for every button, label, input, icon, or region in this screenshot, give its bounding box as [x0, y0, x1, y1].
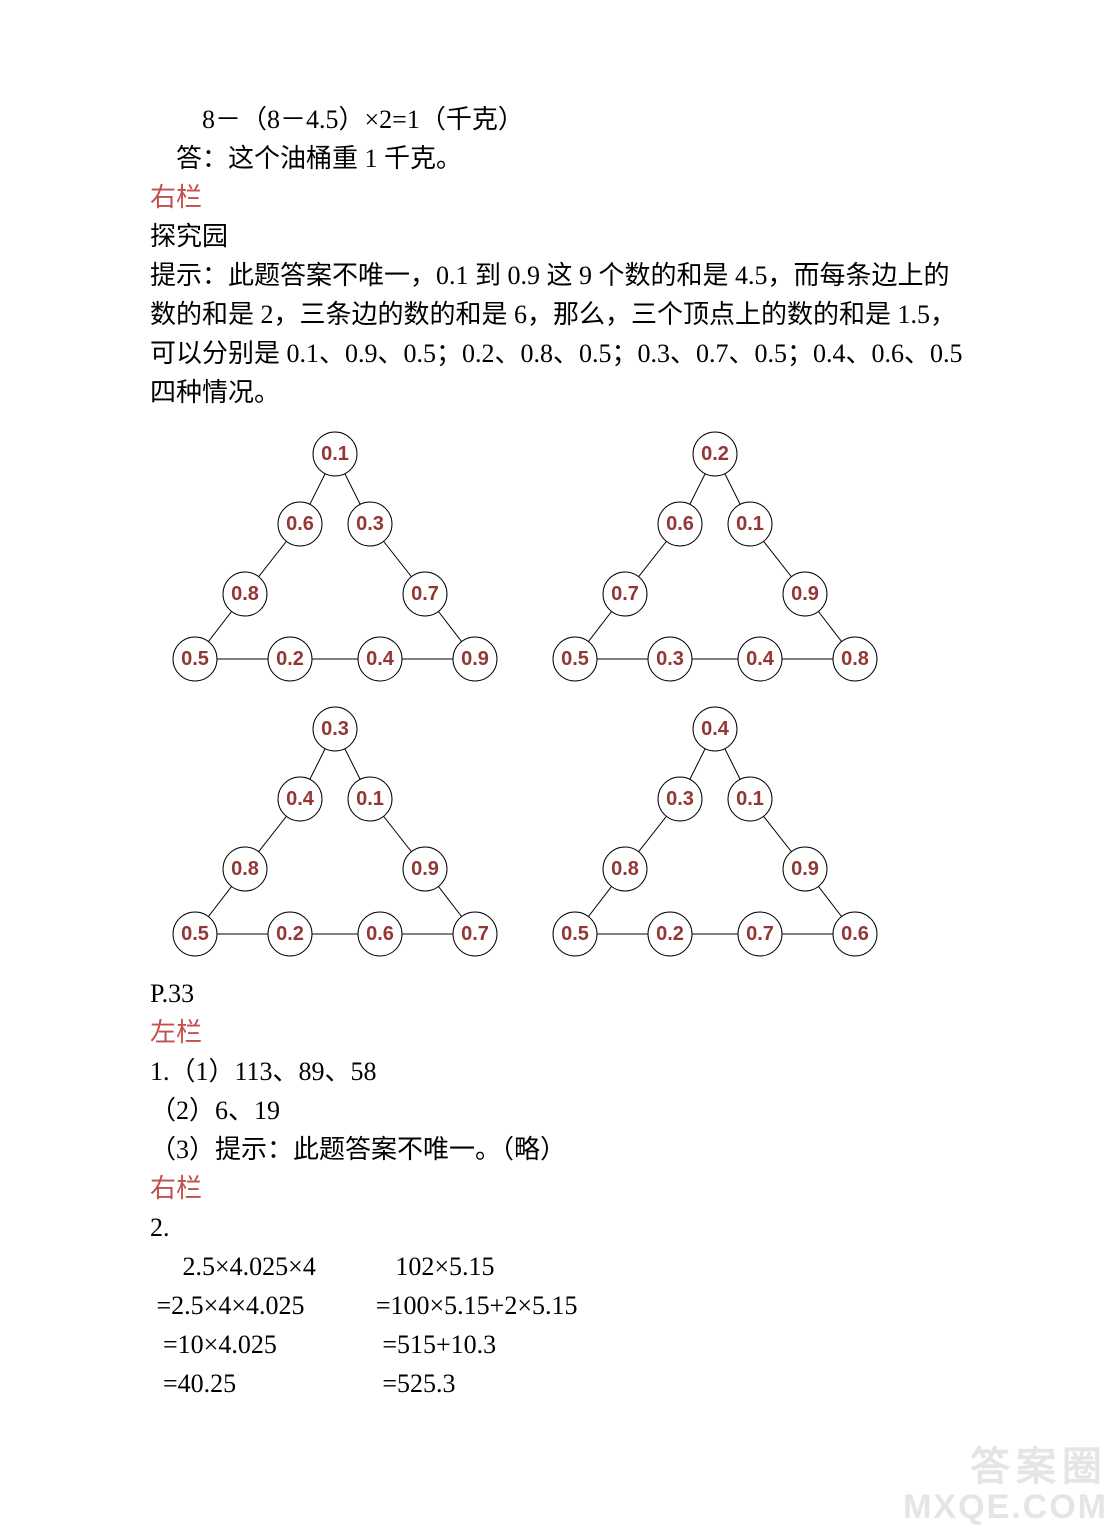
triangle-node-label: 0.8: [231, 583, 259, 605]
triangle-node-label: 0.7: [411, 583, 439, 605]
calc-col-1: 2.5×4.025×4 =2.5×4×4.025 =10×4.025 =40.2…: [150, 1247, 316, 1403]
page-ref: P.33: [150, 974, 968, 1013]
triangle-node-label: 0.6: [841, 923, 869, 945]
hint-paragraph: 提示：此题答案不唯一，0.1 到 0.9 这 9 个数的和是 4.5，而每条边上…: [150, 256, 968, 412]
triangle-node-label: 0.5: [561, 923, 589, 945]
page: 8－（8－4.5）×2=1（千克） 答：这个油桶重 1 千克。 右栏 探究园 提…: [0, 0, 1118, 1536]
triangle-node-label: 0.9: [461, 648, 489, 670]
triangle-node-label: 0.3: [356, 513, 384, 535]
triangle-node-label: 0.5: [181, 648, 209, 670]
c1r4: =40.25: [150, 1364, 316, 1403]
triangle-node-label: 0.2: [276, 648, 304, 670]
triangle-node-label: 0.9: [791, 583, 819, 605]
c2r2: =100×5.15+2×5.15: [376, 1286, 578, 1325]
triangle-node-label: 0.9: [411, 858, 439, 880]
triangle-node-label: 0.5: [181, 923, 209, 945]
calc-line: 8－（8－4.5）×2=1（千克）: [150, 100, 968, 139]
triangle-node-label: 0.3: [656, 648, 684, 670]
triangle-node-label: 0.6: [366, 923, 394, 945]
q1-3: （3）提示：此题答案不唯一。（略）: [150, 1130, 968, 1169]
q2-label: 2.: [150, 1208, 968, 1247]
section-you-lan2: 右栏: [150, 1169, 968, 1208]
triangle-node-label: 0.9: [791, 858, 819, 880]
c1r2: =2.5×4×4.025: [150, 1286, 316, 1325]
triangle-diagram-2: 0.2 0.6 0.1 0.7 0.9 0.5 0.3 0.4 0.8: [530, 424, 900, 689]
triangle-node-label: 0.2: [701, 443, 729, 465]
watermark: 答案圈 MXQE.COM: [903, 1445, 1108, 1526]
triangle-node-label: 0.5: [561, 648, 589, 670]
triangle-diagram-1: 0.1 0.6 0.3 0.8 0.7 0.5 0.2 0.4 0.9: [150, 424, 520, 689]
triangle-node-label: 0.8: [841, 648, 869, 670]
c2r3: =515+10.3: [376, 1325, 578, 1364]
triangle-node-label: 0.7: [611, 583, 639, 605]
triangle-node-label: 0.1: [736, 788, 764, 810]
answer-line: 答：这个油桶重 1 千克。: [150, 139, 968, 178]
triangle-node-label: 0.4: [366, 648, 395, 670]
triangle-node-label: 0.1: [356, 788, 384, 810]
c1r3: =10×4.025: [150, 1325, 316, 1364]
section-you-lan: 右栏: [150, 178, 968, 217]
c1r1: 2.5×4.025×4: [150, 1247, 316, 1286]
explore-title: 探究园: [150, 217, 968, 256]
triangle-node-label: 0.3: [666, 788, 694, 810]
q1-2: （2）6、19: [150, 1091, 968, 1130]
triangle-node-label: 0.7: [461, 923, 489, 945]
c2r1: 102×5.15: [376, 1247, 578, 1286]
triangle-diagrams: 0.10.60.30.80.70.50.20.40.90.20.60.10.70…: [150, 424, 968, 964]
triangle-diagram-4: 0.4 0.3 0.1 0.8 0.9 0.5 0.2 0.7 0.6: [530, 699, 900, 964]
triangle-node-label: 0.6: [666, 513, 694, 535]
triangle-node-label: 0.6: [286, 513, 314, 535]
triangle-diagram-3: 0.3 0.4 0.1 0.8 0.9 0.5 0.2 0.6 0.7: [150, 699, 520, 964]
triangle-node-label: 0.1: [736, 513, 764, 535]
triangle-node-label: 0.2: [656, 923, 684, 945]
watermark-line1: 答案圈: [903, 1445, 1108, 1489]
triangle-node-label: 0.2: [276, 923, 304, 945]
section-zuo-lan: 左栏: [150, 1013, 968, 1052]
triangle-node-label: 0.4: [286, 788, 315, 810]
calc-columns: 2.5×4.025×4 =2.5×4×4.025 =10×4.025 =40.2…: [150, 1247, 968, 1403]
triangle-node-label: 0.8: [231, 858, 259, 880]
q1-1: 1.（1）113、89、58: [150, 1052, 968, 1091]
triangle-node-label: 0.1: [321, 443, 349, 465]
c2r4: =525.3: [376, 1364, 578, 1403]
watermark-line2: MXQE.COM: [903, 1489, 1108, 1526]
calc-col-2: 102×5.15 =100×5.15+2×5.15 =515+10.3 =525…: [376, 1247, 578, 1403]
triangle-node-label: 0.8: [611, 858, 639, 880]
triangle-node-label: 0.4: [746, 648, 775, 670]
triangle-node-label: 0.7: [746, 923, 774, 945]
triangle-node-label: 0.3: [321, 718, 349, 740]
triangle-node-label: 0.4: [701, 718, 730, 740]
